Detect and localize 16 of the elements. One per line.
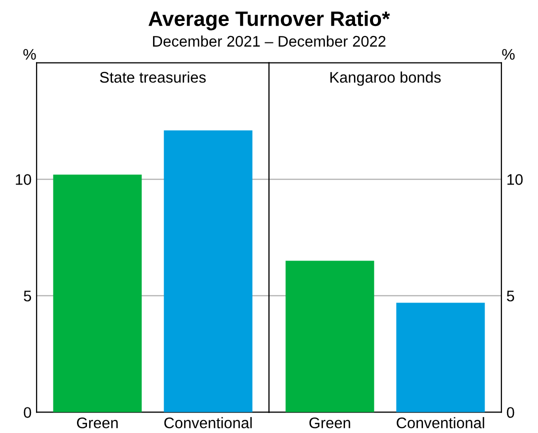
text: Average Turnover Ratio* bbox=[148, 10, 390, 30]
text: December 2021 – December 2022 bbox=[153, 36, 386, 47]
y-tick-label: 0 bbox=[24, 407, 32, 418]
chart-title: State treasuries bbox=[100, 72, 206, 83]
y-tick-label: 10 bbox=[16, 174, 32, 185]
y-axis-title: % bbox=[23, 49, 36, 60]
y-tick-label: 5 bbox=[506, 290, 514, 302]
y-tick-label: 10 bbox=[507, 174, 523, 185]
x-tick-label: Green bbox=[76, 417, 118, 428]
text: Kangaroo bonds bbox=[330, 72, 441, 86]
y-tick-label: 5 bbox=[24, 290, 32, 302]
x-tick-label: Conventional bbox=[396, 417, 484, 428]
y-axis-title: % bbox=[502, 49, 515, 60]
x-tick-label: Conventional bbox=[164, 417, 252, 428]
x-tick-label: Green bbox=[309, 417, 350, 428]
y-tick-label: 0 bbox=[506, 407, 514, 418]
